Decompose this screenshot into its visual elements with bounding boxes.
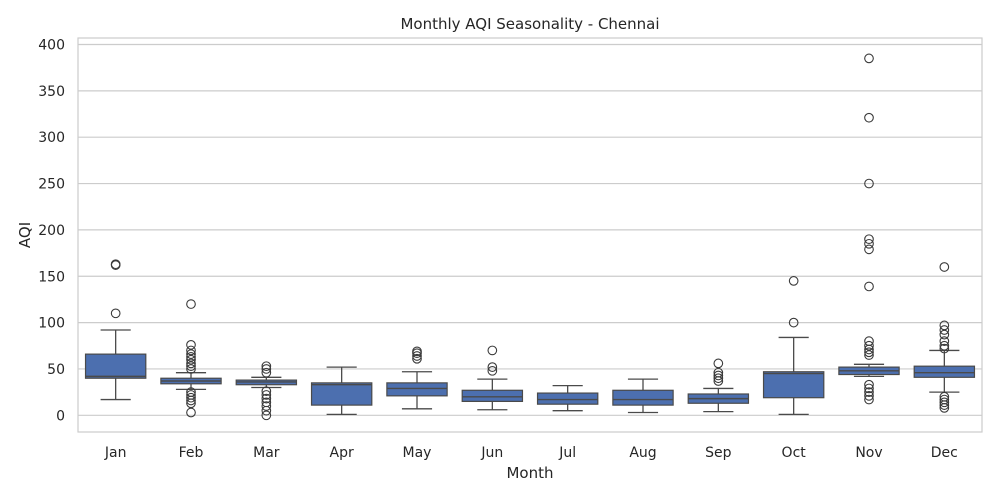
x-tick-label: Jul — [558, 445, 576, 461]
y-tick-label: 0 — [56, 408, 65, 424]
x-axis-label: Month — [506, 464, 553, 482]
outlier-point — [940, 263, 949, 272]
y-tick-label: 150 — [38, 269, 65, 285]
outlier-point — [488, 346, 497, 355]
y-tick-label: 350 — [38, 84, 65, 100]
x-tick-label: Apr — [330, 445, 354, 461]
chart-title: Monthly AQI Seasonality - Chennai — [400, 15, 659, 33]
y-axis-label: AQI — [16, 222, 34, 248]
iqr-box — [387, 383, 447, 396]
box-mar — [236, 362, 296, 420]
outlier-point — [865, 113, 874, 122]
outlier-point — [714, 359, 723, 368]
iqr-box — [764, 372, 824, 398]
y-tick-label: 100 — [38, 316, 65, 332]
x-tick-label: May — [403, 445, 432, 461]
y-axis-ticks: 0 50 100 150 200 250 300 350 400 — [38, 37, 65, 424]
outlier-point — [789, 277, 798, 286]
x-tick-label: Feb — [179, 445, 204, 461]
x-tick-label: Dec — [931, 445, 958, 461]
box-dec — [914, 263, 974, 413]
iqr-box — [538, 393, 598, 404]
x-tick-label: Jan — [104, 445, 127, 461]
outlier-point — [187, 300, 196, 309]
x-tick-label: Mar — [253, 445, 280, 461]
x-tick-label: Nov — [855, 445, 882, 461]
y-tick-label: 50 — [47, 362, 65, 378]
box-apr — [312, 367, 372, 414]
box-oct — [764, 277, 824, 415]
box-nov — [839, 54, 899, 404]
iqr-box — [462, 390, 522, 401]
box-aug — [613, 379, 673, 412]
boxes — [86, 54, 975, 420]
y-tick-label: 400 — [38, 37, 65, 53]
y-tick-label: 200 — [38, 223, 65, 239]
iqr-box — [312, 383, 372, 405]
x-tick-label: Oct — [782, 445, 807, 461]
x-tick-label: Sep — [705, 445, 732, 461]
box-may — [387, 347, 447, 409]
iqr-box — [914, 366, 974, 377]
x-tick-label: Aug — [629, 445, 656, 461]
outlier-point — [111, 309, 120, 318]
outlier-point — [187, 341, 196, 350]
box-jun — [462, 346, 522, 410]
x-axis-ticks: Jan Feb Mar Apr May Jun Jul Aug Sep Oct Nov Dec — [104, 445, 958, 461]
box-sep — [688, 359, 748, 412]
outlier-point — [865, 54, 874, 63]
iqr-box — [613, 390, 673, 405]
outlier-point — [865, 282, 874, 291]
y-tick-label: 300 — [38, 130, 65, 146]
box-jan — [86, 260, 146, 400]
iqr-box — [86, 354, 146, 378]
grid-lines — [78, 44, 982, 415]
x-tick-label: Jun — [480, 445, 503, 461]
box-feb — [161, 300, 221, 417]
y-tick-label: 250 — [38, 177, 65, 193]
box-jul — [538, 386, 598, 411]
